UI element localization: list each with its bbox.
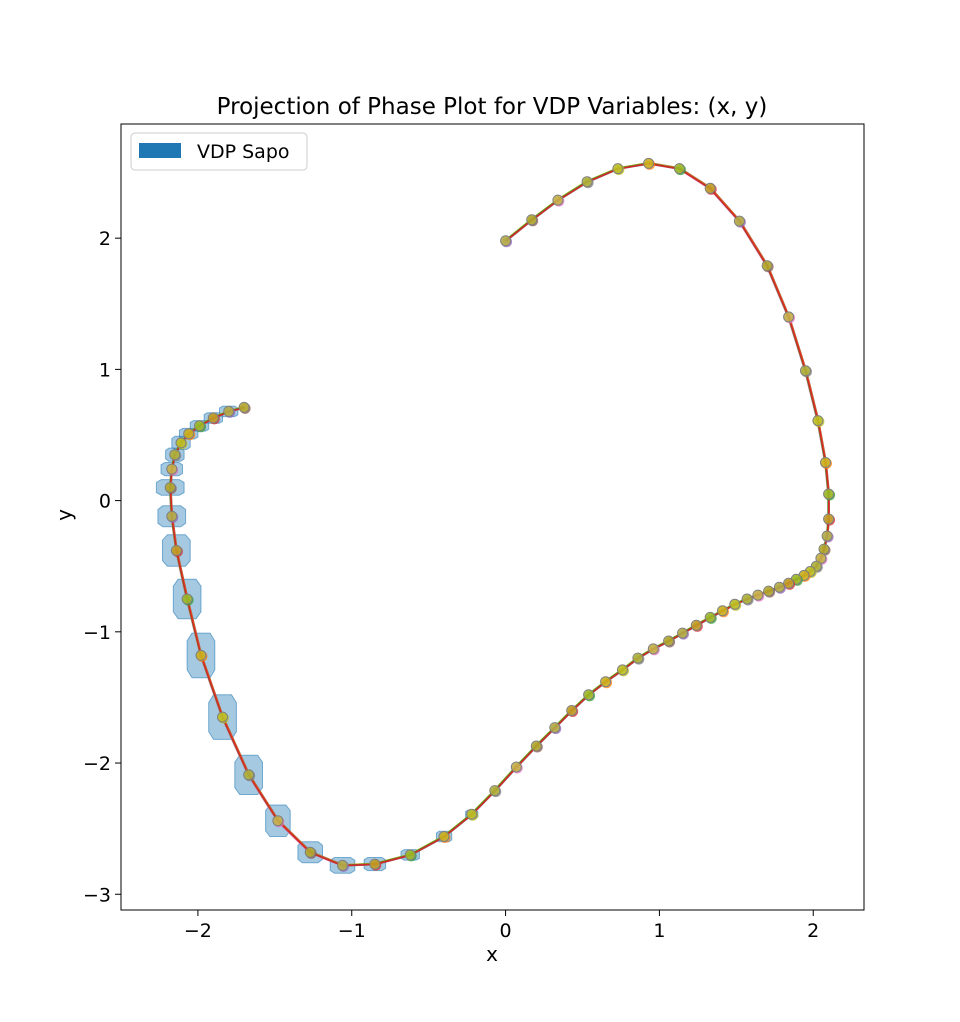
x-tick-label: 0 xyxy=(500,920,512,942)
legend-swatch xyxy=(139,143,181,158)
y-tick-label: −3 xyxy=(83,884,111,906)
trajectory-point xyxy=(166,510,178,522)
trajectory-point xyxy=(677,627,688,639)
trajectory-point xyxy=(566,705,578,716)
trajectory-point xyxy=(821,530,833,542)
trajectory-point xyxy=(438,831,450,842)
trajectory-point xyxy=(733,215,745,227)
trajectory-point xyxy=(812,415,824,427)
y-tick-label: 1 xyxy=(99,359,111,381)
trajectory-point xyxy=(404,849,416,861)
legend-frame xyxy=(130,132,308,171)
trajectory-point xyxy=(763,585,775,597)
trajectory-point xyxy=(530,740,542,752)
trajectory-point xyxy=(643,157,655,169)
trajectory-point xyxy=(304,846,316,858)
trajectory-point xyxy=(773,581,785,593)
trajectory-point xyxy=(169,449,181,461)
trajectory-point xyxy=(617,664,628,676)
trajectory-point xyxy=(600,676,612,688)
y-tick-label: −2 xyxy=(83,753,111,775)
trajectory-point xyxy=(170,545,182,556)
legend: VDP Sapo xyxy=(130,132,308,171)
trajectory-point xyxy=(583,689,595,701)
x-tick-label: −1 xyxy=(338,920,366,942)
trajectory-point xyxy=(823,488,835,500)
trajectory-point xyxy=(581,176,593,188)
trajectory-point xyxy=(164,482,176,493)
trajectory-point xyxy=(717,605,728,617)
trajectory-point xyxy=(823,513,835,525)
trajectory-point xyxy=(761,260,773,272)
trajectory-point xyxy=(194,420,205,432)
trajectory-point xyxy=(663,635,675,647)
trajectory-point xyxy=(752,589,764,601)
trajectory-point xyxy=(820,457,831,468)
trajectory-point xyxy=(223,405,235,417)
trajectory-point xyxy=(181,593,193,605)
trajectory-point xyxy=(783,311,795,323)
trajectory-point xyxy=(704,611,716,623)
trajectory-point xyxy=(647,643,659,655)
trajectory-point xyxy=(612,163,624,175)
trajectory-point xyxy=(195,649,207,661)
axes-layer: −2 −1 0 1 2 −3 −2 −1 0 1 2 xyxy=(83,228,819,942)
trajectory-point xyxy=(818,543,830,555)
trajectory-point xyxy=(690,619,702,631)
y-axis-label: y xyxy=(52,509,76,521)
trajectory-point xyxy=(238,401,250,413)
chart-title: Projection of Phase Plot for VDP Variabl… xyxy=(217,94,768,120)
x-tick-label: −2 xyxy=(184,920,212,942)
trajectory-point xyxy=(500,235,512,247)
trajectory-point xyxy=(510,761,522,773)
trajectory-point xyxy=(526,214,538,226)
trajectory-point xyxy=(549,722,561,734)
trajectory-point xyxy=(800,365,811,377)
trajectory-point xyxy=(217,711,228,723)
trajectory-point xyxy=(166,463,178,475)
trajectory-point xyxy=(783,577,795,589)
trajectory-layer xyxy=(164,157,836,872)
y-tick-label: 2 xyxy=(99,228,111,250)
trajectory-point xyxy=(466,808,478,820)
trajectory-point xyxy=(489,785,501,797)
trajectory-point xyxy=(673,163,685,175)
y-tick-label: 0 xyxy=(99,491,111,513)
trajectory-point xyxy=(175,437,187,449)
x-tick-label: 1 xyxy=(653,920,665,942)
x-axis-label: x xyxy=(486,942,498,966)
x-tick-label: 2 xyxy=(807,920,819,942)
trajectory-point xyxy=(243,769,255,781)
trajectory-point xyxy=(183,428,195,440)
trajectory-point xyxy=(337,859,348,871)
trajectory-point xyxy=(704,182,716,194)
trajectory-point xyxy=(369,858,381,870)
legend-label: VDP Sapo xyxy=(197,141,290,163)
plot-frame xyxy=(120,123,865,911)
trajectory-line xyxy=(169,162,830,867)
y-tick-label: −1 xyxy=(83,622,111,644)
trajectory-point xyxy=(272,815,284,827)
trajectory-point xyxy=(741,593,753,605)
trajectory-point xyxy=(207,412,219,424)
trajectory-point xyxy=(552,194,564,206)
trajectory-point xyxy=(632,652,644,664)
trajectory-point xyxy=(729,598,741,610)
